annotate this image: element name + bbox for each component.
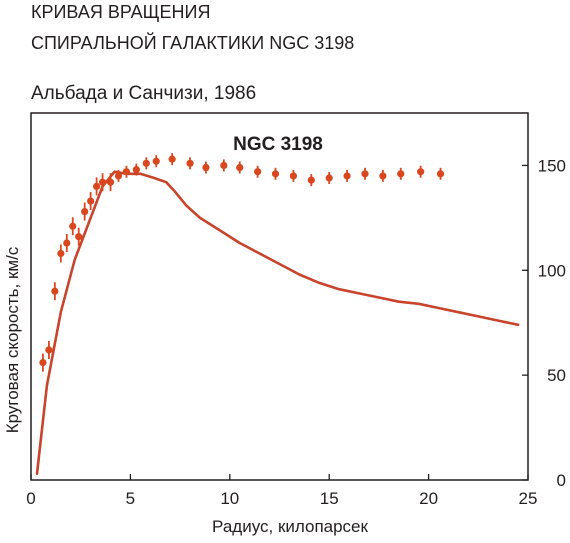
x-tick-label: 0 <box>26 489 35 508</box>
data-point <box>202 161 210 174</box>
curve-line <box>35 170 520 475</box>
y-tick-label: 150 <box>538 156 566 175</box>
point-marker <box>379 172 387 180</box>
point-marker <box>45 346 53 354</box>
point-marker <box>202 163 210 172</box>
x-tick-label: 5 <box>126 489 135 508</box>
chart-title: NGC 3198 <box>233 134 323 155</box>
point-marker <box>220 161 228 170</box>
point-marker <box>236 163 244 172</box>
point-marker <box>39 358 47 367</box>
point-marker <box>75 233 83 241</box>
data-point <box>51 282 59 301</box>
data-point <box>81 202 89 221</box>
data-points <box>39 153 445 372</box>
point-marker <box>325 174 333 182</box>
data-point <box>93 177 101 196</box>
model-curve <box>35 170 520 475</box>
data-point <box>69 217 77 236</box>
data-point <box>39 353 47 372</box>
x-tick-label: 20 <box>419 489 438 508</box>
data-point <box>397 167 405 180</box>
point-marker <box>63 239 71 247</box>
y-tick-label: 100 <box>538 261 566 280</box>
data-point <box>57 244 65 263</box>
point-marker <box>122 168 131 176</box>
point-marker <box>361 170 369 178</box>
data-point <box>254 165 262 178</box>
data-point <box>289 169 298 182</box>
x-tick-label: 25 <box>519 489 538 508</box>
data-point <box>417 165 425 178</box>
point-marker <box>168 155 176 163</box>
header-title-line1: КРИВАЯ ВРАЩЕНИЯ <box>31 2 210 22</box>
point-marker <box>271 170 280 178</box>
data-point <box>168 153 176 166</box>
point-marker <box>152 157 160 165</box>
data-point <box>132 163 140 176</box>
point-marker <box>289 172 298 180</box>
data-point <box>307 174 315 187</box>
y-tick-label: 0 <box>557 471 566 490</box>
data-point <box>152 155 160 168</box>
data-point <box>45 340 53 359</box>
point-marker <box>397 170 405 178</box>
point-marker <box>87 197 95 205</box>
data-point <box>87 192 95 211</box>
point-marker <box>343 172 351 180</box>
header-source: Альбада и Санчизи, 1986 <box>31 83 256 104</box>
point-marker <box>307 176 315 184</box>
point-marker <box>51 287 59 295</box>
data-point <box>142 157 150 170</box>
y-tick-label: 50 <box>547 366 566 385</box>
data-point <box>106 173 115 192</box>
data-point <box>122 165 131 178</box>
data-point <box>75 227 83 246</box>
point-marker <box>254 168 262 176</box>
data-point <box>343 169 351 182</box>
data-point <box>236 161 244 174</box>
data-point <box>379 169 387 182</box>
point-marker <box>106 178 115 186</box>
point-marker <box>81 207 89 216</box>
point-marker <box>98 178 107 186</box>
data-point <box>98 173 107 192</box>
data-point <box>271 167 280 180</box>
data-point <box>63 234 71 253</box>
data-point <box>220 159 228 172</box>
x-axis-label: Радиус, килопарсек <box>212 517 368 536</box>
data-point <box>361 167 369 180</box>
data-point <box>186 157 194 170</box>
point-marker <box>417 168 425 176</box>
axis-ticks: 0 5 10 15 20 25 0 50 100 150 <box>26 156 566 508</box>
x-tick-label: 15 <box>320 489 339 508</box>
data-point <box>436 167 445 180</box>
header-title-line2: СПИРАЛЬНОЙ ГАЛАКТИКИ NGC 3198 <box>31 32 354 53</box>
data-point <box>325 172 333 185</box>
x-tick-label: 10 <box>220 489 239 508</box>
point-marker <box>93 182 101 190</box>
plot-frame <box>30 112 529 481</box>
point-marker <box>142 159 150 167</box>
point-marker <box>436 170 445 178</box>
y-axis-label: Круговая скорость, км/с <box>3 246 22 433</box>
point-marker <box>186 159 194 167</box>
data-point <box>114 169 123 182</box>
point-marker <box>132 166 140 174</box>
point-marker <box>57 249 65 258</box>
point-marker <box>114 172 123 180</box>
point-marker <box>69 222 77 230</box>
